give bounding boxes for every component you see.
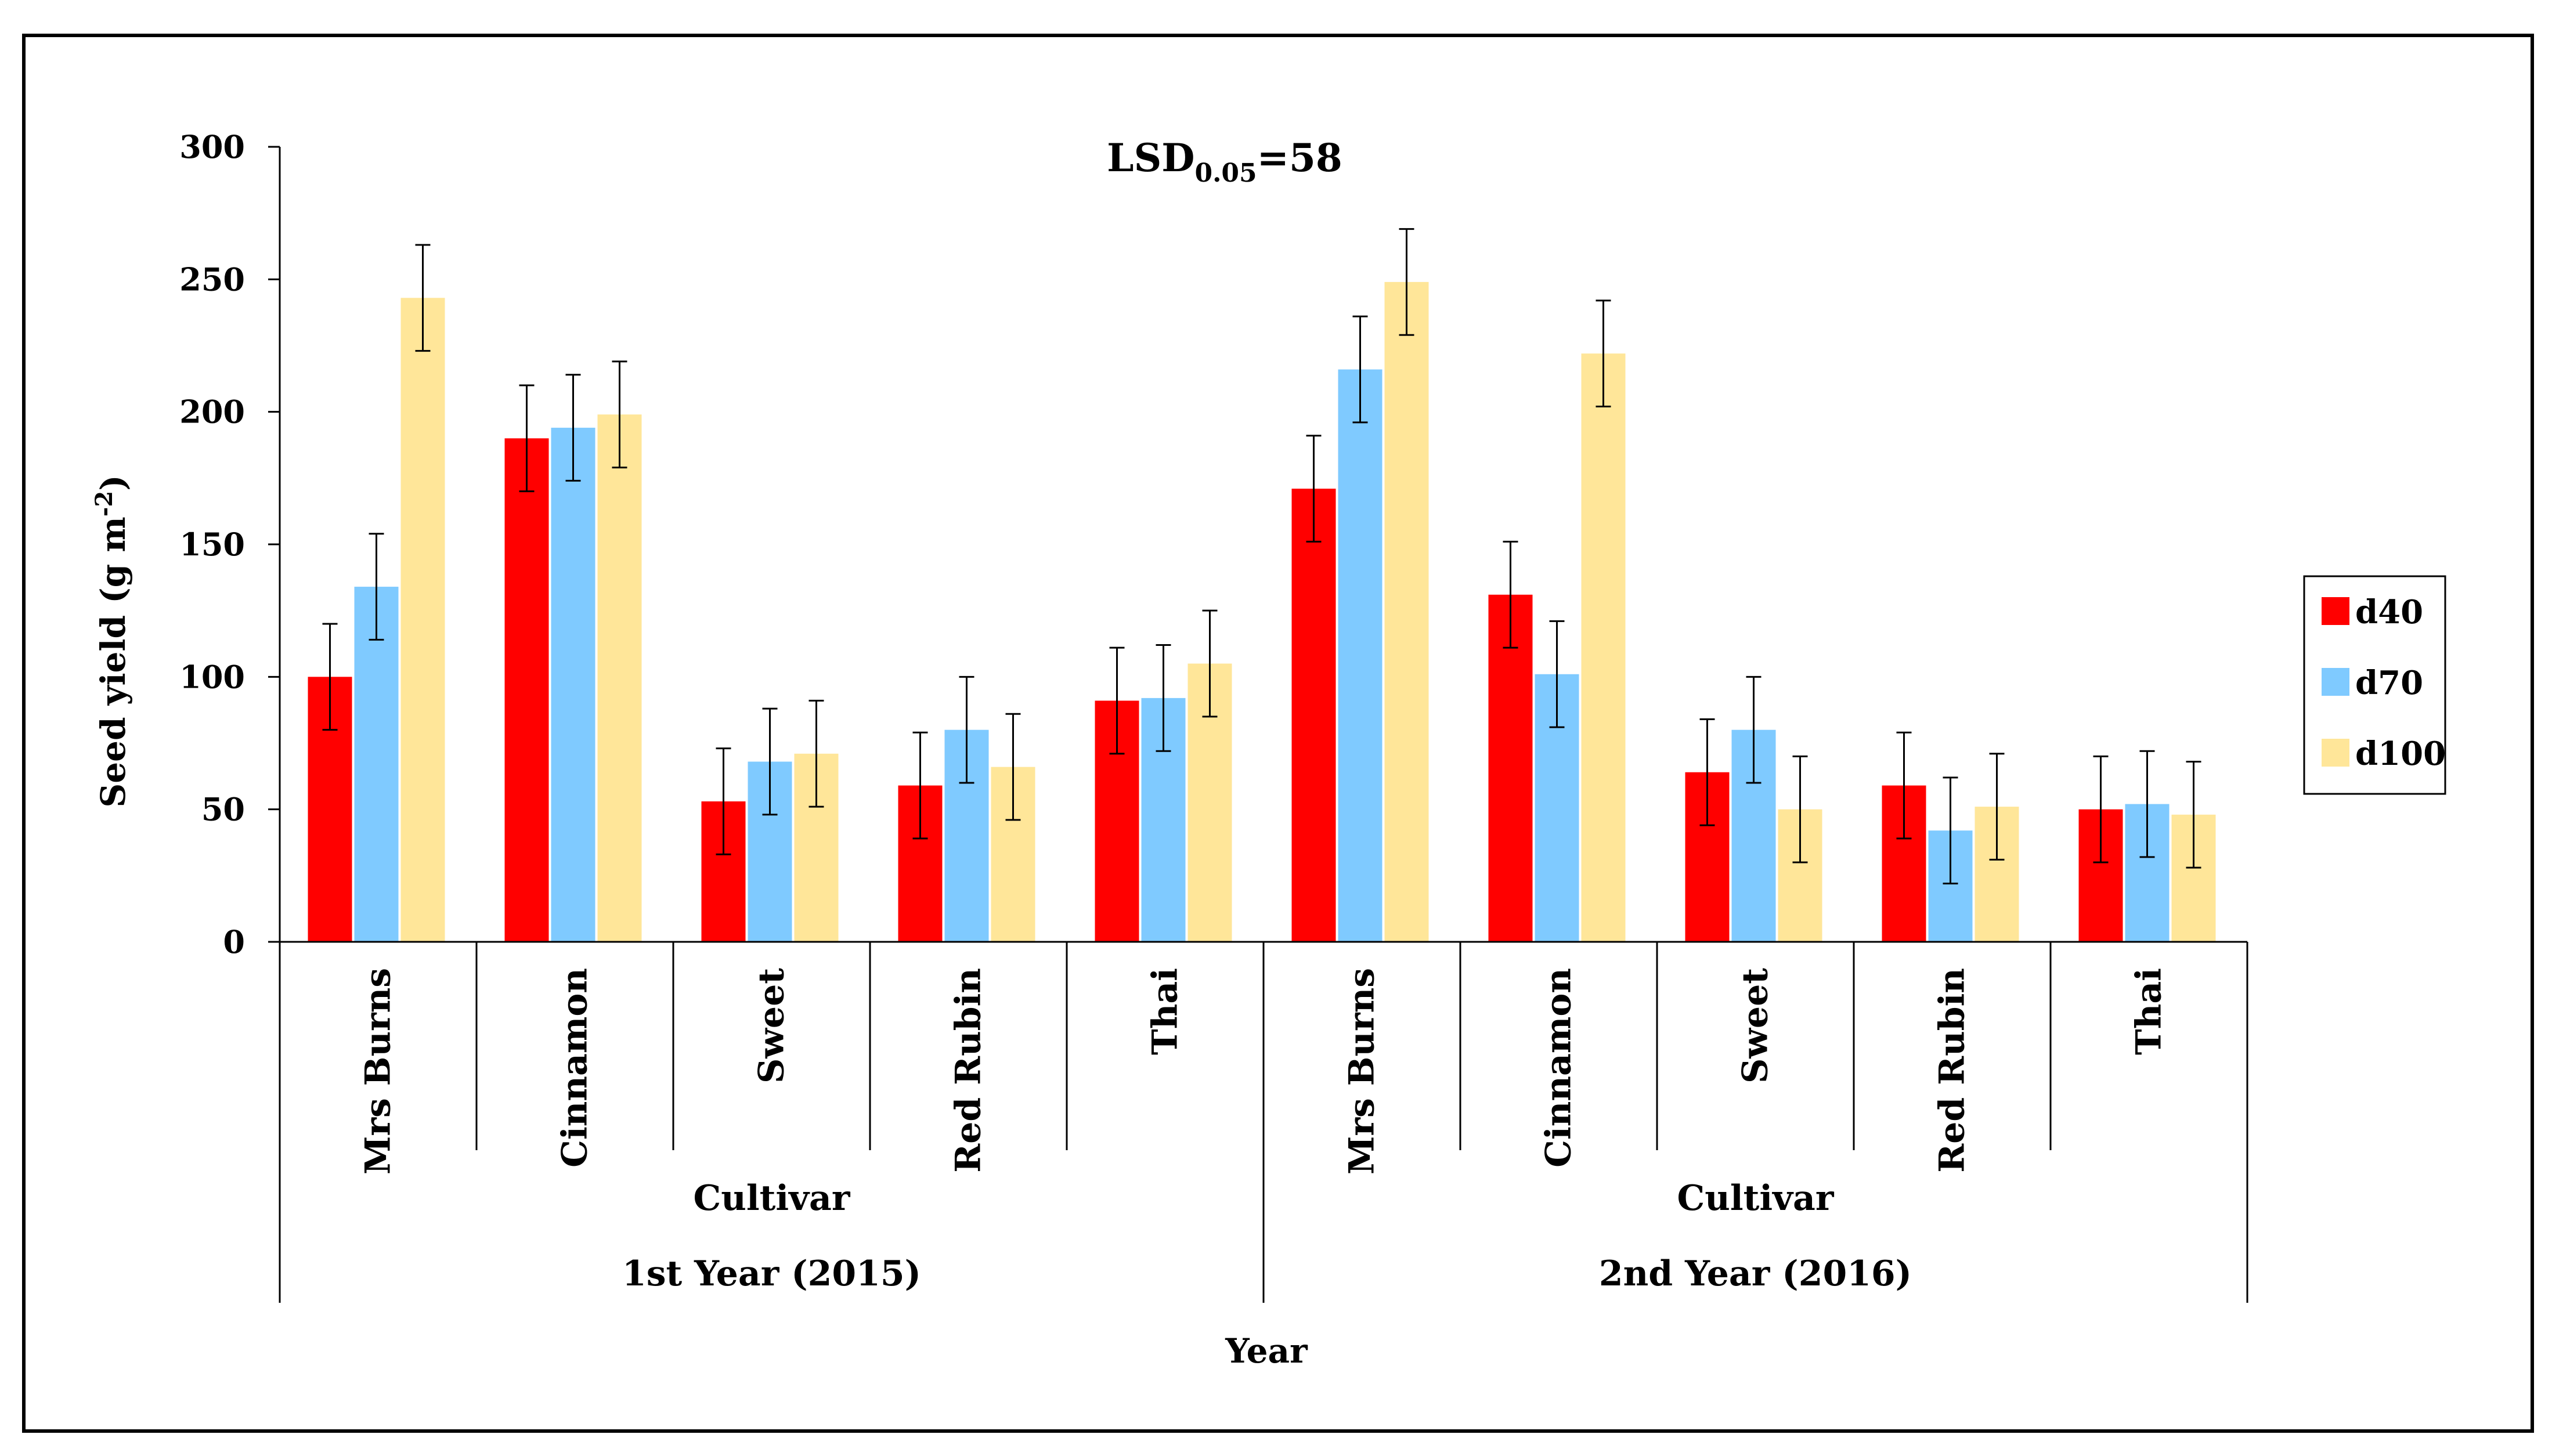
bar-d100-0: [400, 298, 445, 942]
axes: [268, 146, 2248, 1303]
category-label-6: Cinnamon: [1539, 968, 1579, 1168]
category-label-9: Thai: [2129, 968, 2170, 1055]
figure-border: [22, 34, 2534, 1433]
error-bars: [322, 228, 2201, 885]
bar-d40-1: [504, 438, 549, 942]
y-tick-labels: 0 50 100 150 200 250 300: [179, 128, 245, 960]
bar-d40-5: [1291, 489, 1336, 942]
y-tick-label-0: 0: [223, 923, 245, 960]
category-label-8: Red Rubin: [1932, 968, 1973, 1173]
y-tick-label-4: 200: [179, 393, 245, 431]
category-labels: Mrs Burns Cinnamon Sweet Red Rubin Thai Mrs B…: [358, 968, 2170, 1294]
y-tick-label-5: 250: [179, 261, 245, 298]
year-label-1: 2nd Year (2016): [1599, 1253, 1912, 1294]
legend-swatch-d100: [2322, 739, 2349, 767]
category-label-0: Mrs Burns: [358, 968, 399, 1175]
bar-d100-6: [1581, 353, 1626, 942]
category-label-5: Mrs Burns: [1342, 968, 1383, 1175]
y-tick-label-3: 150: [179, 526, 245, 563]
group-label-cultivar-1: Cultivar: [1677, 1178, 1834, 1219]
legend: d40 d70 d100: [2303, 575, 2446, 795]
category-label-1: Cinnamon: [555, 968, 595, 1168]
category-label-2: Sweet: [752, 968, 792, 1083]
legend-swatch-d70: [2322, 668, 2349, 696]
legend-label-d40: d40: [2355, 593, 2423, 631]
bar-d70-1: [551, 428, 595, 942]
y-axis-label: Seed yield (g m-2): [91, 475, 133, 807]
year-label-0: 1st Year (2015): [622, 1253, 921, 1294]
bar-d100-5: [1384, 281, 1429, 942]
category-label-7: Sweet: [1735, 968, 1776, 1083]
y-tick-label-6: 300: [179, 128, 245, 165]
bars: [308, 281, 2216, 942]
legend-label-d70: d70: [2355, 664, 2423, 702]
lsd-annotation: LSD0.05=58: [1107, 135, 1342, 188]
y-tick-label-2: 100: [179, 658, 245, 695]
legend-swatch-d40: [2322, 597, 2349, 625]
bar-d70-0: [354, 587, 399, 942]
legend-label-d100: d100: [2355, 735, 2446, 773]
bar-d70-5: [1338, 369, 1383, 942]
x-axis-label: Year: [1225, 1331, 1308, 1371]
bar-d40-6: [1488, 594, 1533, 942]
category-label-4: Thai: [1145, 968, 1186, 1055]
category-label-3: Red Rubin: [948, 968, 989, 1173]
group-label-cultivar-0: Cultivar: [693, 1178, 850, 1219]
bar-d100-1: [597, 414, 642, 942]
y-tick-label-1: 50: [201, 791, 245, 828]
